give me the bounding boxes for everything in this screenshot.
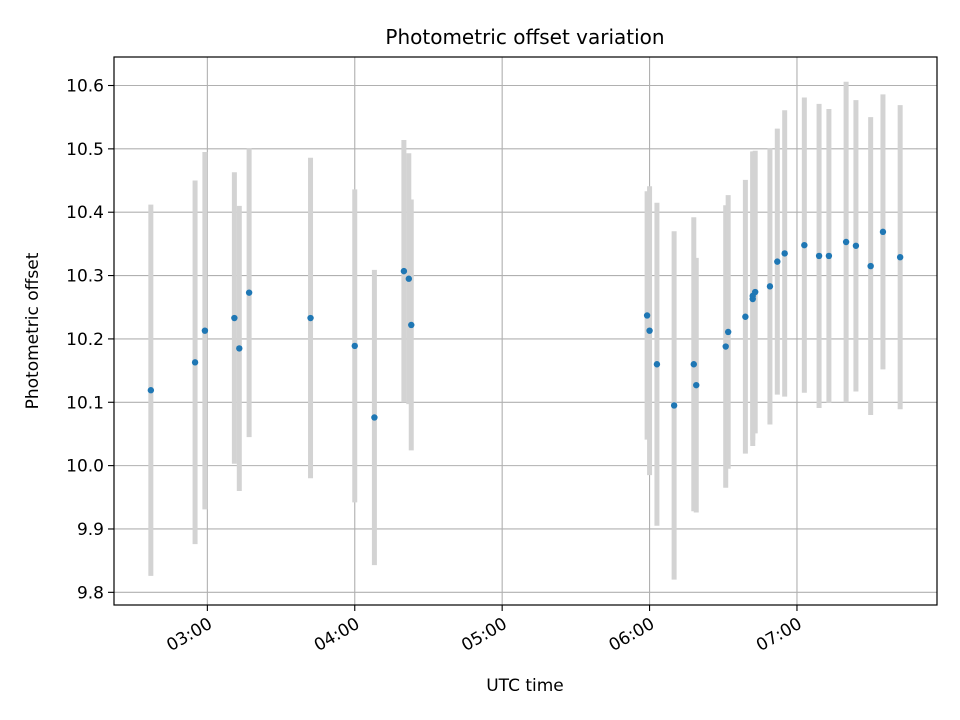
point-layer: [147, 228, 904, 421]
data-point: [400, 267, 408, 275]
y-tick-label: 10.0: [66, 457, 104, 477]
data-point: [371, 414, 378, 421]
y-tick-label: 10.1: [66, 393, 104, 413]
y-tick-label: 10.6: [66, 77, 104, 97]
data-point: [879, 228, 887, 236]
x-axis-title: UTC time: [486, 676, 564, 696]
y-tick-label: 10.2: [66, 330, 104, 350]
data-point: [191, 359, 199, 366]
data-point: [670, 402, 678, 409]
data-point: [722, 343, 729, 350]
data-point: [815, 252, 823, 260]
data-point: [852, 242, 860, 249]
data-point: [693, 381, 700, 389]
y-tick-label: 10.5: [66, 140, 104, 160]
data-point: [724, 328, 732, 336]
data-point: [690, 361, 697, 368]
y-tick-label: 10.3: [66, 267, 104, 287]
data-point: [742, 313, 749, 320]
data-point: [801, 241, 808, 249]
data-point: [774, 258, 781, 265]
data-point: [245, 289, 253, 296]
data-point: [236, 345, 243, 352]
data-point: [867, 262, 874, 270]
chart-title: Photometric offset variation: [385, 25, 664, 49]
y-tick-label: 10.4: [66, 203, 104, 223]
data-point: [842, 238, 850, 246]
data-point: [825, 252, 833, 260]
plot-frame: [113, 56, 938, 606]
data-point: [896, 253, 904, 261]
data-point: [781, 250, 788, 257]
data-point: [351, 342, 358, 350]
data-point: [408, 321, 415, 329]
data-point: [766, 283, 774, 290]
data-point: [147, 387, 155, 394]
data-point: [643, 312, 651, 319]
data-point: [231, 314, 238, 322]
y-tick-label: 9.8: [77, 583, 104, 603]
y-tick-label: 9.9: [77, 520, 104, 540]
data-point: [307, 314, 314, 322]
data-point: [201, 327, 209, 334]
data-point: [646, 327, 653, 334]
data-point: [752, 288, 759, 296]
data-point: [405, 275, 413, 282]
data-point: [653, 361, 661, 368]
y-axis-title: Photometric offset: [23, 252, 43, 409]
